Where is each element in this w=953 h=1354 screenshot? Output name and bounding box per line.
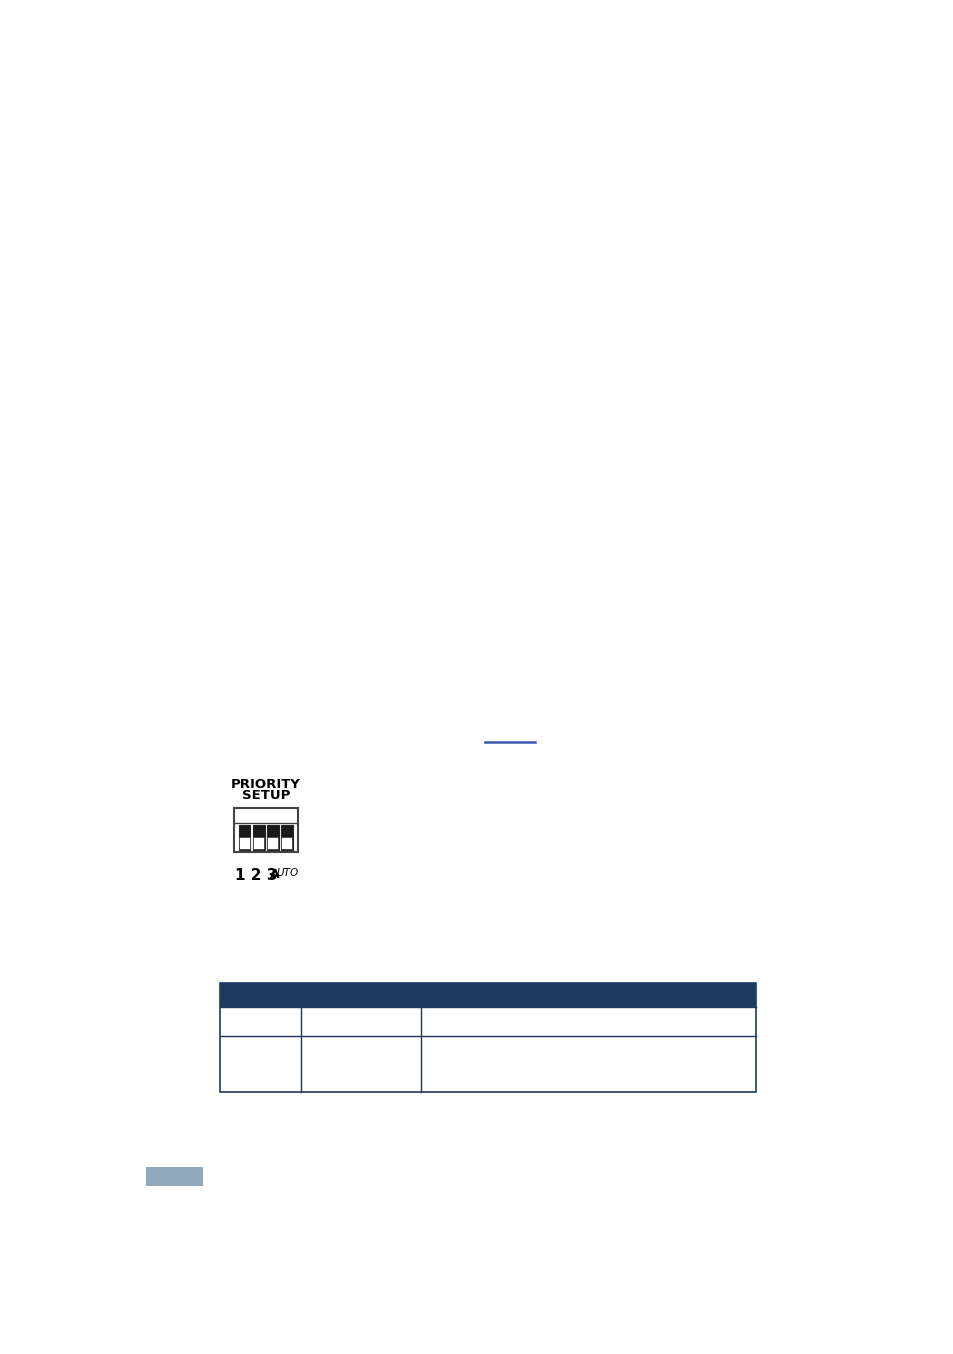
Bar	[239, 837, 250, 849]
Bar	[233, 808, 297, 853]
Bar	[281, 826, 293, 850]
Bar	[238, 826, 250, 850]
Text: A: A	[270, 868, 279, 881]
Bar	[253, 837, 264, 849]
Text: 1 2 3: 1 2 3	[235, 868, 283, 883]
Bar	[119, 162, 858, 640]
Text: PRIORITY: PRIORITY	[231, 779, 300, 792]
Bar	[267, 826, 278, 850]
Text: SETUP: SETUP	[241, 789, 290, 803]
Text: UTO: UTO	[276, 868, 298, 877]
Bar	[267, 837, 278, 849]
Bar	[146, 1167, 203, 1186]
Bar	[281, 837, 293, 849]
Bar	[253, 826, 264, 850]
Bar	[220, 983, 756, 1091]
Bar	[220, 983, 756, 1007]
